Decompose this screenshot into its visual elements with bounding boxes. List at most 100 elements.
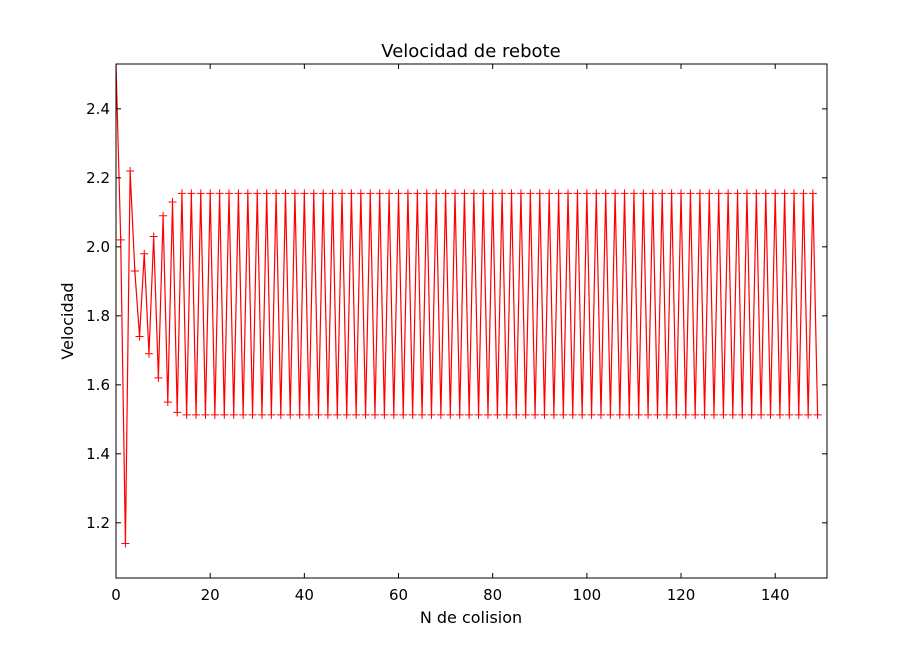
data-point-marker <box>804 410 813 419</box>
data-point-marker <box>559 410 568 419</box>
data-point-marker <box>653 410 662 419</box>
data-point-marker <box>465 410 474 419</box>
data-point-marker <box>531 410 540 419</box>
data-point-marker <box>596 410 605 419</box>
data-point-marker <box>427 410 436 419</box>
data-point-marker <box>672 410 681 419</box>
data-point-marker <box>658 189 667 198</box>
data-point-marker <box>140 249 149 258</box>
y-tick-label: 1.8 <box>86 307 110 325</box>
data-point-marker <box>220 410 229 419</box>
data-point-marker <box>295 410 304 419</box>
data-point-marker <box>667 189 676 198</box>
data-point-marker <box>323 410 332 419</box>
data-point-marker <box>366 189 375 198</box>
data-point-marker <box>686 189 695 198</box>
data-point-marker <box>573 189 582 198</box>
data-point-marker <box>370 410 379 419</box>
data-point-marker <box>196 189 205 198</box>
data-point-marker <box>615 410 624 419</box>
data-point-marker <box>201 410 210 419</box>
data-point-marker <box>488 189 497 198</box>
data-point-marker <box>526 189 535 198</box>
data-point-marker <box>648 189 657 198</box>
data-point-marker <box>709 410 718 419</box>
x-tick-label: 20 <box>201 586 220 604</box>
data-point-marker <box>521 410 530 419</box>
chart-title: Velocidad de rebote <box>381 41 560 62</box>
data-point-marker <box>385 189 394 198</box>
data-point-marker <box>592 189 601 198</box>
data-point-marker <box>644 410 653 419</box>
data-point-marker <box>290 189 299 198</box>
x-tick-label: 100 <box>573 586 602 604</box>
data-point-marker <box>474 410 483 419</box>
data-point-marker <box>455 410 464 419</box>
data-point-marker <box>629 189 638 198</box>
x-tick-label: 40 <box>295 586 314 604</box>
data-point-marker <box>229 410 238 419</box>
data-point-marker <box>785 410 794 419</box>
data-point-marker <box>177 189 186 198</box>
data-point-marker <box>695 189 704 198</box>
data-point-marker <box>625 410 634 419</box>
data-point-marker <box>305 410 314 419</box>
data-point-marker <box>794 410 803 419</box>
data-point-marker <box>149 232 158 241</box>
data-point-marker <box>300 189 309 198</box>
y-tick-label: 2.0 <box>86 238 110 256</box>
data-point-marker <box>234 189 243 198</box>
data-point-marker <box>549 410 558 419</box>
data-point-marker <box>479 189 488 198</box>
plot-frame <box>115 63 828 579</box>
data-point-marker <box>639 189 648 198</box>
data-point-marker <box>502 410 511 419</box>
data-point-marker <box>761 189 770 198</box>
data-point-marker <box>206 189 215 198</box>
data-point-marker <box>587 410 596 419</box>
data-point-marker <box>700 410 709 419</box>
data-point-marker <box>215 189 224 198</box>
data-point-marker <box>168 197 177 206</box>
data-point-marker <box>187 189 196 198</box>
data-point-marker <box>248 410 257 419</box>
y-tick-label: 1.6 <box>86 376 110 394</box>
data-point-marker <box>309 189 318 198</box>
data-point-marker <box>154 373 163 382</box>
data-point-marker <box>436 410 445 419</box>
data-point-marker <box>225 189 234 198</box>
data-point-marker <box>540 410 549 419</box>
x-tick-label: 0 <box>111 586 121 604</box>
data-point-marker <box>281 189 290 198</box>
data-point-marker <box>338 189 347 198</box>
data-point-marker <box>681 410 690 419</box>
data-point-marker <box>780 189 789 198</box>
data-point-marker <box>432 189 441 198</box>
data-point-marker <box>705 189 714 198</box>
data-point-marker <box>399 410 408 419</box>
y-tick-label: 1.2 <box>86 514 110 532</box>
data-point-marker <box>498 189 507 198</box>
data-point-marker <box>733 189 742 198</box>
y-axis-label: Velocidad <box>58 282 77 359</box>
data-point-marker <box>554 189 563 198</box>
data-point-marker <box>389 410 398 419</box>
data-point-marker <box>342 410 351 419</box>
data-point-marker <box>790 189 799 198</box>
data-point-marker <box>267 410 276 419</box>
data-point-marker <box>578 410 587 419</box>
data-point-marker <box>775 410 784 419</box>
data-point-marker <box>375 189 384 198</box>
data-point-marker <box>121 539 130 548</box>
x-tick-label: 140 <box>761 586 790 604</box>
series-line <box>116 64 819 544</box>
data-point-marker <box>620 189 629 198</box>
data-point-marker <box>253 189 262 198</box>
data-point-marker <box>742 189 751 198</box>
data-point-marker <box>766 410 775 419</box>
data-point-marker <box>210 410 219 419</box>
data-point-marker <box>601 189 610 198</box>
data-point-marker <box>163 398 172 407</box>
data-point-marker <box>347 189 356 198</box>
